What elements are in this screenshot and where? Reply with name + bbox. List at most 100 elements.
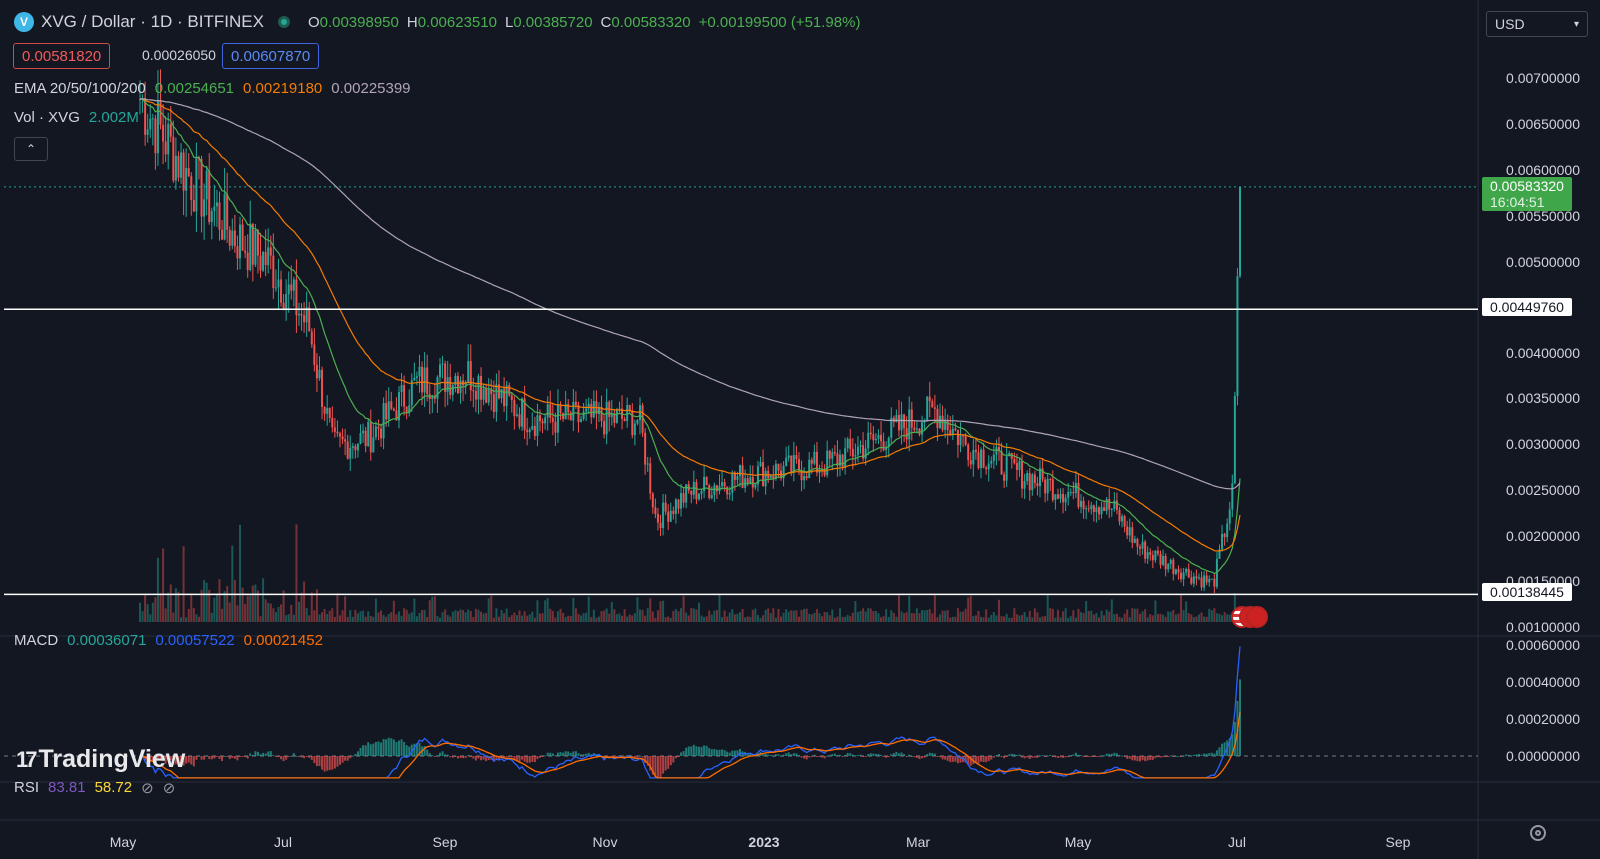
macd-histogram-bar: [667, 756, 670, 769]
volume-bar: [795, 610, 798, 622]
volume-legend[interactable]: Vol · XVG 2.002M: [14, 109, 139, 126]
volume-bar: [454, 610, 457, 622]
macd-histogram-bar: [1223, 742, 1226, 756]
volume-bar: [923, 610, 926, 622]
ema-lines: [139, 98, 1241, 575]
volume-bar: [282, 590, 285, 622]
candle-body: [485, 388, 488, 403]
volume-bar: [1049, 608, 1052, 622]
candle-body: [397, 392, 400, 421]
volume-bar: [180, 617, 183, 622]
macd-histogram-bar: [767, 754, 770, 756]
volume-bar: [223, 591, 226, 622]
macd-histogram-bar: [1149, 756, 1152, 760]
macd-histogram-bar: [1131, 756, 1134, 761]
ema-legend[interactable]: EMA 20/50/100/200 0.00254651 0.00219180 …: [14, 80, 411, 97]
candle-body: [977, 452, 980, 469]
candle-body: [836, 453, 839, 466]
macd-histogram-bar: [477, 756, 480, 759]
candle-body: [405, 406, 408, 414]
macd-histogram-bar: [328, 756, 331, 771]
volume-bar: [1115, 613, 1118, 622]
candle-body: [605, 401, 608, 435]
volume-bar: [1105, 609, 1108, 622]
volume-bar: [569, 616, 572, 622]
volume-bar: [182, 546, 185, 622]
volume-bar: [692, 608, 695, 622]
candle-body: [503, 388, 506, 407]
volume-bar: [474, 608, 477, 622]
volume-bar: [259, 616, 262, 622]
macd-histogram-bar: [941, 756, 944, 760]
macd-histogram-bar: [354, 753, 357, 756]
volume-bar: [426, 617, 429, 622]
candle-body: [674, 499, 677, 514]
macd-histogram-bar: [1033, 756, 1036, 758]
volume-bar: [1056, 609, 1059, 622]
volume-bar: [400, 615, 403, 622]
candle-body: [200, 159, 203, 217]
macd-histogram-bar: [839, 754, 841, 756]
candle-body: [1218, 549, 1221, 559]
macd-histogram-bar: [228, 756, 231, 760]
event-marker-icon[interactable]: [1246, 606, 1268, 628]
market-status-icon[interactable]: [277, 16, 290, 28]
volume-bar: [603, 610, 606, 622]
volume-bar: [885, 609, 888, 622]
volume-bar: [864, 611, 867, 622]
macd-histogram-bar: [939, 756, 941, 758]
volume-bar: [582, 613, 585, 622]
volume-bar: [741, 608, 744, 622]
macd-histogram-bar: [1195, 754, 1198, 756]
candle-body: [249, 223, 252, 271]
volume-bar: [962, 611, 965, 622]
volume-bar: [723, 610, 726, 622]
collapse-legend-button[interactable]: ⌃: [14, 137, 48, 161]
candle-body: [1059, 493, 1062, 499]
buy-button[interactable]: 0.00607870: [222, 43, 320, 69]
volume-bar: [318, 614, 321, 622]
candle-body: [326, 408, 329, 414]
candle-body: [172, 136, 175, 181]
rsi-legend[interactable]: RSI 83.81 58.72 ⊘ ⊘: [14, 779, 175, 797]
price-axis-label: 0.00550000: [1506, 208, 1580, 224]
macd-histogram-bar: [187, 756, 190, 763]
candle-body: [274, 287, 277, 289]
volume-bar: [664, 617, 667, 622]
candle-body: [167, 123, 170, 155]
volume-bar: [251, 585, 254, 622]
currency-select[interactable]: USD ▾: [1486, 11, 1588, 37]
candle-body: [808, 459, 811, 479]
macd-histogram-bar: [159, 756, 162, 760]
sell-button[interactable]: 0.00581820: [13, 43, 111, 69]
macd-histogram-bar: [669, 756, 672, 766]
volume-bar: [313, 610, 316, 622]
volume-bar: [1200, 612, 1203, 622]
volume-bar: [1195, 616, 1198, 622]
macd-legend[interactable]: MACD 0.00036071 0.00057522 0.00021452: [14, 632, 323, 649]
candle-body: [472, 390, 475, 392]
candle-body: [749, 477, 752, 483]
candle-body: [733, 472, 736, 480]
macd-histogram-bar: [1059, 756, 1062, 758]
volume-bar: [218, 579, 221, 622]
macd-histogram-bar: [921, 756, 924, 759]
macd-histogram-bar: [200, 756, 203, 760]
ohlc-key: O: [307, 13, 320, 31]
candle-body: [403, 385, 406, 407]
volume-bar: [544, 600, 547, 622]
macd-histogram-bar: [695, 746, 698, 756]
candle-body: [574, 401, 577, 405]
macd-histogram-bar: [451, 756, 454, 758]
symbol-title[interactable]: XVG / Dollar · 1D · BITFINEX: [41, 12, 264, 31]
macd-histogram-bar: [656, 756, 659, 778]
volume-bar: [726, 616, 729, 622]
volume-bar: [1131, 608, 1134, 622]
settings-gear-icon[interactable]: [1530, 825, 1546, 841]
volume-bar: [895, 616, 898, 622]
volume-bar: [464, 612, 467, 622]
watermark-text: TradingView: [38, 745, 186, 773]
macd-histogram-bar: [862, 756, 865, 757]
volume-bar: [890, 610, 893, 622]
